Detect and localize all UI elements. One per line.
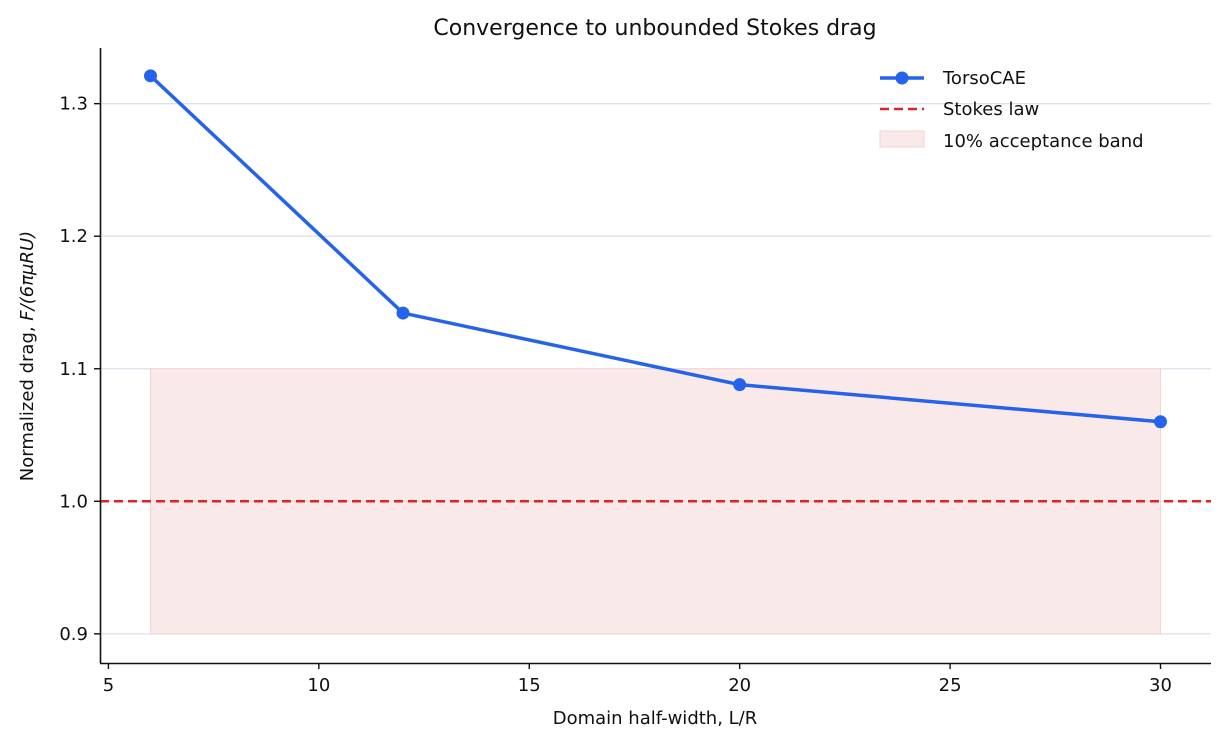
- y-tick-label-4: 1.3: [59, 94, 88, 115]
- y-axis-label-prefix: Normalized drag,: [17, 321, 38, 482]
- y-axis-label-math: F/(6πμRU): [17, 231, 38, 321]
- y-tick-label-1: 1.0: [59, 491, 88, 512]
- data-point-0-3: [1154, 415, 1167, 429]
- y-axis-label: Normalized drag, F/(6πμRU): [17, 231, 38, 481]
- y-tick-label-2: 1.1: [59, 359, 88, 380]
- legend-marker-torsocae: [895, 71, 909, 85]
- x-tick-label-3: 20: [728, 675, 751, 696]
- x-tick-label-1: 10: [307, 675, 330, 696]
- y-ticks: 0.9 1.0 1.1 1.2 1.3: [59, 94, 100, 645]
- legend-label-acceptance-band: 10% acceptance band: [943, 131, 1144, 152]
- legend-label-torsocae: TorsoCAE: [942, 68, 1026, 89]
- x-axis-label: Domain half-width, L/R: [553, 708, 758, 729]
- chart-title: Convergence to unbounded Stokes drag: [433, 16, 876, 41]
- x-tick-label-5: 30: [1149, 675, 1172, 696]
- x-tick-label-2: 15: [518, 675, 541, 696]
- legend-label-stokes-law: Stokes law: [943, 99, 1039, 120]
- legend-swatch-acceptance-band: [879, 130, 925, 148]
- series-layer: [144, 69, 1167, 429]
- series-line-0: [149, 74, 1161, 424]
- x-tick-label-0: 5: [103, 675, 114, 696]
- data-point-0-0: [144, 69, 157, 83]
- x-ticks: 5 10 15 20 25 30: [103, 663, 1172, 696]
- legend: TorsoCAE Stokes law 10% acceptance band: [879, 68, 1144, 152]
- data-point-0-1: [396, 306, 410, 320]
- x-tick-label-4: 25: [939, 675, 962, 696]
- y-tick-label-0: 0.9: [59, 624, 88, 645]
- y-tick-label-3: 1.2: [59, 226, 88, 247]
- data-point-0-2: [733, 378, 747, 392]
